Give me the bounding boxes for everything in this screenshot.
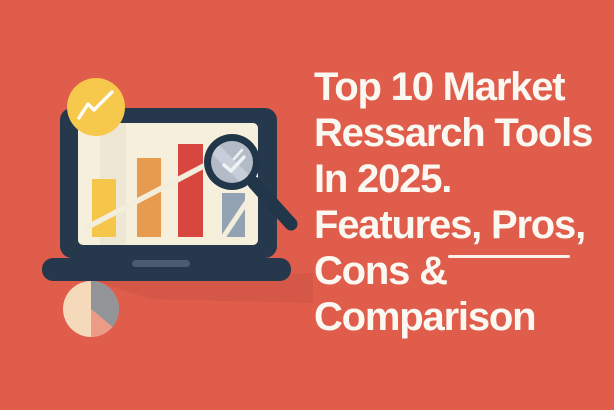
laptop-base <box>42 258 291 281</box>
headline-line-3: In 2025. <box>314 157 452 201</box>
chart-bar-3 <box>178 144 203 237</box>
trend-zigzag-line <box>77 90 114 120</box>
headline-line-1: Top 10 Market <box>314 65 566 109</box>
headline-line-5: Cons & <box>314 249 448 293</box>
magnifier-handle <box>247 176 298 231</box>
magnifier-icon <box>204 134 298 231</box>
headline: Top 10 Market Ressarch Tools In 2025. Fe… <box>314 64 610 340</box>
bar-4-stripe <box>219 200 249 242</box>
pie-slice-red <box>91 309 113 338</box>
underline-accent <box>448 255 570 258</box>
laptop-base-body <box>42 258 291 281</box>
lens-highlight <box>211 141 253 183</box>
headline-line-4: Features, Pros, <box>314 203 586 247</box>
trend-badge-icon <box>67 78 125 136</box>
check-glyph-accent <box>232 148 244 161</box>
pie-chart-icon <box>63 280 120 338</box>
pie-slice-slate <box>91 280 120 327</box>
laptop-trackpad <box>132 260 190 267</box>
chart-bar-1 <box>92 179 116 237</box>
headline-line-6: Comparison <box>314 295 537 339</box>
check-glyph-icon <box>222 155 246 173</box>
headline-line-2: Ressarch Tools <box>314 111 593 155</box>
